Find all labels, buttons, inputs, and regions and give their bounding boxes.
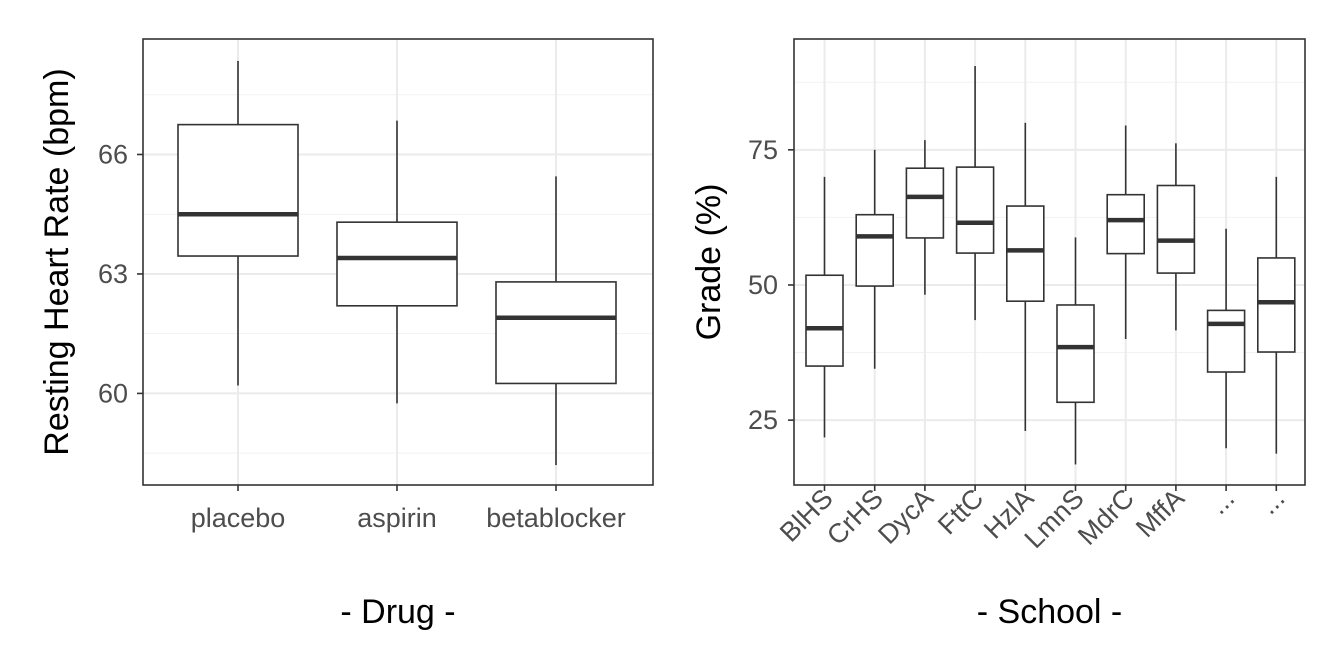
x-tick-label: MffA	[1130, 483, 1190, 543]
box-iqr	[1106, 193, 1145, 255]
box-iqr	[495, 281, 617, 385]
box-iqr	[805, 274, 844, 367]
panel-border	[142, 38, 654, 486]
x-tick-label: placebo	[191, 503, 286, 533]
x-tick-label: aspirin	[357, 503, 437, 533]
x-tick-label: FttC	[932, 483, 989, 540]
x-tick-label: ...	[1203, 483, 1240, 520]
box-iqr	[1156, 184, 1196, 274]
y-tick-label: 75	[748, 135, 778, 165]
x-tick-label: DycA	[872, 483, 939, 550]
x-tick-label: MdrC	[1072, 483, 1140, 551]
y-axis-title: Resting Heart Rate (bpm)	[38, 68, 76, 455]
box-iqr	[905, 167, 945, 239]
box-iqr	[336, 221, 458, 307]
x-axis-title: - School -	[977, 593, 1123, 631]
box-iqr	[177, 123, 299, 257]
box-iqr	[1005, 205, 1045, 302]
drug-boxplot: 60 63 66 placebo aspirin betablocker - Drug - R…	[38, 38, 654, 631]
x-tick-label: CrHS	[821, 483, 889, 551]
x-tick-label: ...	[1253, 483, 1290, 520]
x-axis-title: - Drug -	[340, 593, 455, 631]
panel-border	[793, 38, 1306, 486]
box-iqr	[1257, 257, 1296, 353]
y-tick-label: 50	[748, 270, 778, 300]
y-tick-label: 66	[98, 139, 128, 169]
school-boxplot: 255075BlHSCrHSDycAFttCHzlALmnSMdrCMffA..…	[690, 38, 1306, 631]
y-tick-label: 63	[98, 259, 128, 289]
box-iqr	[1056, 304, 1095, 404]
x-tick-label: LmnS	[1019, 483, 1090, 554]
y-axis-title: Grade (%)	[690, 184, 728, 341]
box-iqr	[855, 213, 895, 287]
x-tick-label: betablocker	[486, 503, 626, 533]
box-iqr	[1206, 309, 1246, 373]
y-tick-label: 60	[98, 378, 128, 408]
box-iqr	[955, 166, 995, 254]
y-tick-label: 25	[748, 405, 778, 435]
